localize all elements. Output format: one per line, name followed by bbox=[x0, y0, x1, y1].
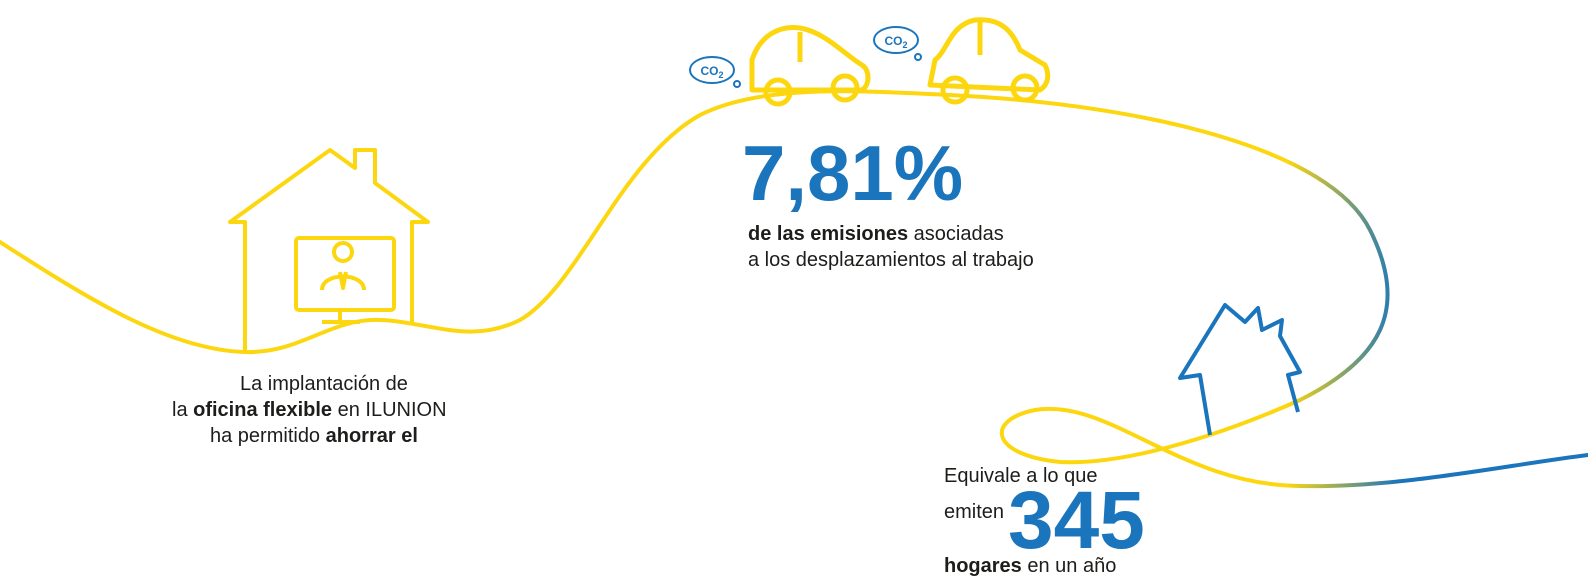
text: en un año bbox=[1022, 555, 1117, 577]
text-bold: hogares bbox=[944, 555, 1022, 577]
co2-sub: 2 bbox=[902, 40, 907, 50]
text: ha permitido bbox=[210, 425, 326, 447]
co2-label: CO2 bbox=[884, 34, 907, 50]
text-bold: oficina flexible bbox=[193, 399, 332, 421]
co2-label: CO2 bbox=[700, 64, 723, 80]
text: asociadas bbox=[908, 223, 1004, 245]
left-line1: La implantación de bbox=[240, 372, 408, 396]
equivalence-verb: emiten bbox=[944, 500, 1004, 524]
co2-sub: 2 bbox=[718, 70, 723, 80]
text-bold: de las emisiones bbox=[748, 223, 908, 245]
co2-main: CO bbox=[700, 64, 718, 78]
left-line3: ha permitido ahorrar el bbox=[210, 424, 418, 448]
house-icon bbox=[1180, 305, 1300, 435]
illustration: CO2 CO2 bbox=[0, 0, 1588, 588]
co2-main: CO bbox=[884, 34, 902, 48]
equivalence-value: 345 bbox=[1008, 480, 1145, 562]
text-bold: ahorrar el bbox=[326, 425, 418, 447]
equivalence-line3: hogares en un año bbox=[944, 554, 1116, 578]
text: en ILUNION bbox=[332, 399, 446, 421]
highlight-value: 7,81% bbox=[742, 128, 963, 218]
text: la bbox=[172, 399, 193, 421]
left-line2: la oficina flexible en ILUNION bbox=[172, 398, 447, 422]
highlight-line2: a los desplazamientos al trabajo bbox=[748, 248, 1034, 272]
infographic: CO2 CO2 La implantación de la oficina fl… bbox=[0, 0, 1588, 588]
highlight-line1: de las emisiones asociadas bbox=[748, 222, 1004, 246]
